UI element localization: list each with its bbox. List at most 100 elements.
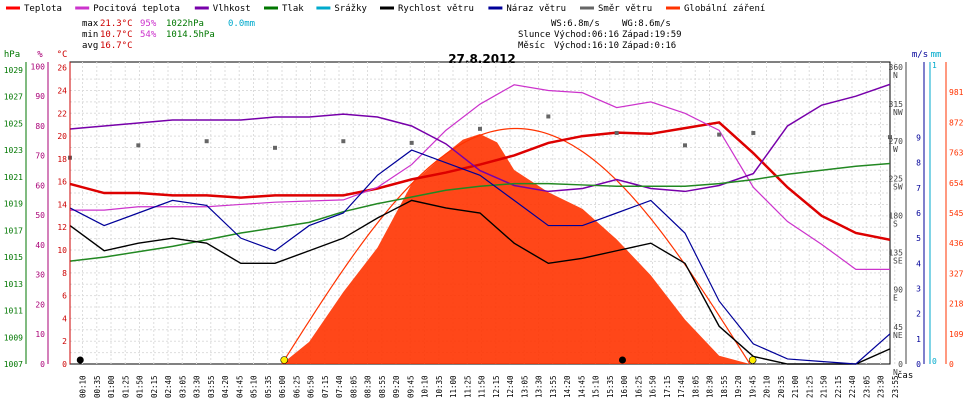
x-tick-labels: 00:10 00:35 01:00 01:25 01:50 02:15 02:40 03:05… bbox=[79, 375, 900, 398]
wind-tick-7: 7 bbox=[916, 184, 921, 193]
x-tick-24: 10:10 bbox=[421, 375, 430, 398]
stat-max-rain: 0.0mm bbox=[228, 19, 255, 29]
wind-tick-4: 4 bbox=[916, 259, 921, 268]
x-tick-38: 16:00 bbox=[620, 375, 629, 398]
radiation-tick-5: 545 bbox=[949, 209, 964, 218]
series-6-line bbox=[69, 149, 891, 365]
legend-label-3: Tlak bbox=[282, 4, 304, 14]
pressure-tick-0: 1007 bbox=[4, 360, 23, 369]
temperature-tick-3: 6 bbox=[62, 292, 67, 301]
humidity-tick-5: 50 bbox=[35, 211, 45, 220]
x-tick-17: 07:15 bbox=[321, 375, 330, 398]
pressure-unit: hPa bbox=[4, 50, 20, 60]
radiation-tick-7: 763 bbox=[949, 149, 964, 158]
stats-block: max 21.3°C 95% 1022hPa 0.0mm min 10.7°C … bbox=[82, 19, 255, 51]
x-tick-16: 06:50 bbox=[307, 375, 316, 398]
moon-set: Západ:0:16 bbox=[622, 41, 676, 51]
series-3-line bbox=[69, 162, 891, 262]
compass-label-3: SE bbox=[893, 257, 903, 266]
series-4-point-7 bbox=[546, 114, 551, 119]
radiation-fill bbox=[281, 134, 750, 364]
temperature-tick-1: 2 bbox=[62, 337, 67, 346]
humidity-tick-10: 100 bbox=[31, 62, 46, 71]
radiation-tick-6: 654 bbox=[949, 179, 964, 188]
temperature-tick-11: 22 bbox=[57, 109, 67, 118]
x-tick-19: 08:05 bbox=[349, 375, 358, 398]
x-tick-47: 19:45 bbox=[748, 375, 757, 398]
x-tick-56: 23:30 bbox=[877, 375, 886, 398]
wind-tick-2: 2 bbox=[916, 310, 921, 319]
series-4-point-5 bbox=[409, 140, 414, 145]
pressure-tick-9: 1025 bbox=[4, 119, 23, 128]
x-tick-33: 13:55 bbox=[549, 375, 558, 398]
humidity-tick-6: 60 bbox=[35, 181, 45, 190]
axes: 1007100910111013101510171019102110231025… bbox=[4, 50, 964, 377]
humidity-tick-8: 80 bbox=[35, 122, 45, 131]
stat-min-temp: 10.7°C bbox=[100, 30, 133, 40]
legend-label-8: Globální záření bbox=[684, 4, 765, 14]
temperature-tick-8: 16 bbox=[57, 178, 67, 187]
wind-tick-5: 5 bbox=[916, 234, 921, 243]
direction-tick-8: 360 bbox=[889, 63, 904, 72]
series-4-point-10 bbox=[717, 132, 722, 137]
direction-tick-7: 315 bbox=[889, 100, 904, 109]
series-1-line bbox=[70, 84, 890, 271]
x-tick-21: 08:55 bbox=[378, 375, 387, 398]
series-2-line bbox=[69, 83, 891, 193]
x-tick-43: 18:05 bbox=[691, 375, 700, 398]
temperature-tick-13: 26 bbox=[57, 64, 67, 73]
temperature-tick-12: 24 bbox=[57, 86, 67, 95]
stat-min-hum: 54% bbox=[140, 30, 157, 40]
x-tick-52: 21:50 bbox=[820, 375, 829, 398]
series-4-point-11 bbox=[751, 130, 756, 135]
humidity-tick-4: 40 bbox=[35, 241, 45, 250]
x-tick-20: 08:30 bbox=[364, 375, 373, 398]
x-tick-15: 06:25 bbox=[292, 375, 301, 398]
legend-label-2: Vlhkost bbox=[213, 4, 251, 14]
stat-avg-label: avg bbox=[82, 41, 98, 51]
x-tick-34: 14:20 bbox=[563, 375, 572, 398]
x-tick-12: 05:10 bbox=[250, 375, 259, 398]
x-tick-49: 20:35 bbox=[777, 375, 786, 398]
temperature-tick-6: 12 bbox=[57, 223, 67, 232]
x-tick-40: 16:50 bbox=[649, 375, 658, 398]
x-tick-48: 20:10 bbox=[763, 375, 772, 398]
x-tick-46: 19:20 bbox=[734, 375, 743, 398]
temperature-tick-2: 4 bbox=[62, 314, 67, 323]
series-4-point-12 bbox=[888, 135, 892, 140]
stat-avg-temp: 16.7°C bbox=[100, 41, 133, 51]
x-tick-50: 21:00 bbox=[791, 375, 800, 398]
x-tick-53: 22:15 bbox=[834, 375, 843, 398]
sun-rise: Východ:06:16 bbox=[554, 30, 619, 40]
series-4-point-1 bbox=[136, 143, 141, 148]
astro-block: WS:6.8m/s WG:8.6m/s Slunce Východ:06:16 … bbox=[518, 19, 682, 51]
pressure-tick-6: 1019 bbox=[4, 200, 23, 209]
wind-ws: WS:6.8m/s bbox=[551, 19, 600, 29]
compass-label-7: NW bbox=[893, 108, 903, 117]
x-tick-0: 00:10 bbox=[79, 375, 88, 398]
direction-tick-1: 45 bbox=[893, 323, 903, 332]
x-tick-25: 10:35 bbox=[435, 375, 444, 398]
x-tick-4: 01:50 bbox=[136, 375, 145, 398]
x-tick-41: 17:15 bbox=[663, 375, 672, 398]
pressure-tick-3: 1013 bbox=[4, 280, 23, 289]
x-tick-14: 06:00 bbox=[278, 375, 287, 398]
legend-label-4: Srážky bbox=[334, 4, 367, 14]
x-tick-42: 17:40 bbox=[677, 375, 686, 398]
legend-label-6: Náraz větru bbox=[506, 4, 566, 14]
pressure-tick-4: 1015 bbox=[4, 253, 23, 262]
x-tick-37: 15:35 bbox=[606, 375, 615, 398]
sun-set: Západ:19:59 bbox=[622, 30, 682, 40]
radiation-tick-4: 436 bbox=[949, 239, 964, 248]
pressure-tick-8: 1023 bbox=[4, 146, 23, 155]
legend-label-1: Pocitová teplota bbox=[93, 4, 180, 14]
compass-label-1: NE bbox=[893, 331, 903, 340]
x-tick-32: 13:30 bbox=[535, 375, 544, 398]
x-tick-31: 13:05 bbox=[520, 375, 529, 398]
x-tick-27: 11:25 bbox=[463, 375, 472, 398]
humidity-tick-3: 30 bbox=[35, 271, 45, 280]
temperature-tick-0: 0 bbox=[62, 360, 67, 369]
x-tick-35: 14:45 bbox=[577, 375, 586, 398]
direction-tick-6: 270 bbox=[889, 137, 904, 146]
legend: Teplota Pocitová teplota Vlhkost Tlak Srážky… bbox=[6, 4, 765, 14]
